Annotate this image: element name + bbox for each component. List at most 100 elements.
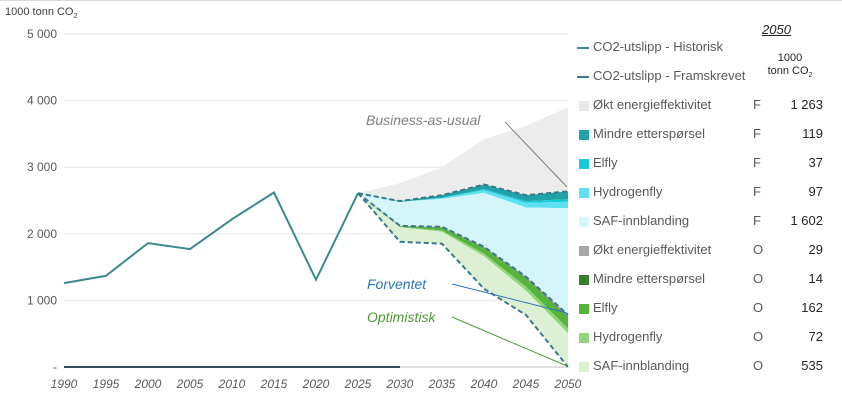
series-lines [63, 183, 569, 368]
legend-label: Økt energieffektivitet [593, 242, 712, 257]
legend-scenario: F [753, 126, 761, 141]
legend-item: CO2-utslipp - Historisk [577, 38, 837, 56]
y-axis-unit-text: 1000 tonn CO [5, 6, 74, 18]
legend-header-year: 2050 [762, 22, 791, 37]
y-tick-label: 3 000 [27, 160, 57, 174]
legend-value-2050: 162 [801, 300, 823, 315]
area-optimistisk-elfly [358, 193, 568, 329]
legend-value-2050: 14 [808, 271, 823, 286]
y-tick-label: 1 000 [27, 293, 57, 307]
legend-item: Elfly O 162 [577, 299, 837, 317]
legend-value-2050: 1 602 [790, 213, 823, 228]
x-tick-label: 2035 [428, 377, 456, 391]
projection-line-optimistisk [357, 192, 569, 368]
legend-value-2050: 119 [802, 126, 823, 141]
legend-header-unit-line1: 1000 [777, 52, 803, 64]
x-tick-label: 2015 [260, 377, 288, 391]
area-forventet-saf-innblanding [358, 192, 568, 315]
legend-line-icon [577, 47, 589, 49]
legend-header-unit-line2: tonn CO2 [750, 65, 830, 82]
legend-label: CO2-utslipp - Historisk [593, 39, 724, 54]
x-tick-label: 2000 [134, 377, 162, 391]
legend-item: Elfly F 37 [577, 154, 837, 172]
x-tick-label: 2010 [218, 377, 246, 391]
legend-item: Hydrogenfly O 72 [577, 328, 837, 346]
legend-scenario: F [753, 155, 761, 170]
legend-label: Elfly [593, 155, 618, 170]
legend-swatch-icon [579, 159, 589, 169]
area-optimistisk-saf-innblanding [358, 193, 568, 367]
stacked-areas [358, 107, 568, 367]
legend-dashed-line-icon [577, 76, 589, 78]
x-tick-label: 2020 [302, 377, 330, 391]
legend-item: Økt energieffektivitet F 1 263 [577, 96, 837, 114]
legend-swatch-icon [579, 333, 589, 343]
legend-label: Elfly [593, 300, 618, 315]
annotation-bau: Business-as-usual [366, 112, 481, 128]
legend-label: CO2-utslipp - Framskrevet [593, 68, 746, 83]
area-forventet-mindre-ettersp-rsel [358, 184, 568, 202]
area-forventet--kt-energieffektivitet [358, 107, 568, 202]
legend-swatch-icon [579, 304, 589, 314]
x-tick-label: 2040 [470, 377, 498, 391]
area-forventet-elfly [358, 189, 568, 203]
legend-label: Hydrogenfly [593, 329, 663, 344]
x-tick-label: 2050 [554, 377, 582, 391]
legend-swatch-icon [579, 275, 589, 285]
legend-value-2050: 535 [801, 358, 823, 373]
area-optimistisk-hydrogenfly [358, 193, 568, 334]
legend-scenario: O [753, 358, 764, 373]
x-tick-label: 2005 [176, 377, 204, 391]
y-axis-unit-label: 1000 tonn CO2 [5, 6, 77, 20]
annotation-forventet: Forventet [367, 276, 427, 292]
legend-value-2050: 97 [808, 184, 823, 199]
y-axis-unit-subscript: 2 [73, 13, 78, 21]
annotation-optimistisk: Optimistisk [367, 309, 436, 325]
x-tick-label: 2025 [344, 377, 372, 391]
legend-scenario: O [753, 329, 764, 344]
legend-label: Økt energieffektivitet [593, 97, 712, 112]
legend-scenario: O [753, 271, 764, 286]
legend-scenario: F [753, 184, 761, 199]
y-tick-label: - [53, 360, 57, 374]
projection-line-forventet-upper [357, 183, 569, 203]
legend-value-2050: 1 263 [790, 97, 823, 112]
legend-item: Mindre etterspørsel O 14 [577, 270, 837, 288]
legend-item: Økt energieffektivitet O 29 [577, 241, 837, 259]
legend-item: CO2-utslipp - Framskrevet [577, 67, 837, 85]
legend-swatch-icon [579, 246, 589, 256]
legend-label: Mindre etterspørsel [593, 271, 705, 286]
legend-scenario: O [753, 242, 764, 257]
legend-item: Mindre etterspørsel F 119 [577, 125, 837, 143]
legend-scenario: F [753, 213, 761, 228]
legend-swatch-icon [579, 362, 589, 372]
legend-label: SAF-innblanding [593, 358, 690, 373]
projection-line-forventet [357, 192, 569, 316]
x-tick-label: 1995 [93, 377, 120, 391]
top-border [0, 0, 842, 1]
legend-header-unit-subscript: 2 [808, 72, 813, 80]
y-axis-ticks: - 1 000 2 000 3 000 4 000 5 000 [27, 27, 57, 374]
historic-emissions-line [63, 191, 359, 285]
annotation-optimistisk-leader [451, 316, 568, 367]
legend-scenario: O [753, 300, 764, 315]
x-tick-label: 2045 [512, 377, 540, 391]
y-tick-label: 4 000 [27, 94, 57, 108]
legend-label: SAF-innblanding [593, 213, 690, 228]
annotation-forventet-leader [451, 283, 568, 314]
area-forventet-hydrogenfly [358, 190, 568, 209]
y-tick-label: 5 000 [27, 27, 57, 41]
legend-label: Mindre etterspørsel [593, 126, 705, 141]
legend-header-unit: 1000 tonn CO2 [750, 52, 830, 82]
legend-label: Hydrogenfly [593, 184, 663, 199]
legend-value-2050: 37 [808, 155, 823, 170]
legend-swatch-icon [579, 101, 589, 111]
y-tick-label: 2 000 [27, 227, 57, 241]
legend-swatch-icon [579, 217, 589, 227]
legend-swatch-icon [579, 130, 589, 140]
x-tick-label: 2030 [386, 377, 414, 391]
x-tick-label: 1990 [51, 377, 78, 391]
legend-value-2050: 29 [808, 242, 823, 257]
legend-item: Hydrogenfly F 97 [577, 183, 837, 201]
